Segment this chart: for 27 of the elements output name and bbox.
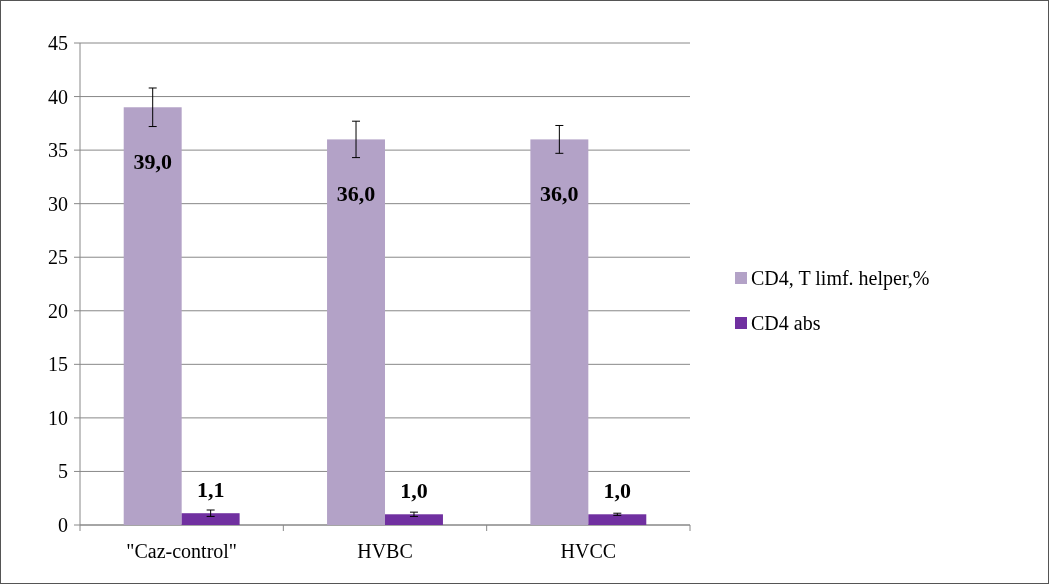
data-label: 36,0 [540,181,579,207]
bar [530,139,589,525]
y-tick-label: 5 [58,460,68,483]
legend-label: CD4, T limf. helper,% [751,267,930,290]
y-tick-label: 0 [58,514,68,536]
y-tick-label: 20 [48,299,68,322]
y-tick-label: 30 [48,192,68,215]
data-label: 36,0 [336,181,376,207]
bar [123,107,182,525]
x-tick-label: HVBC [357,540,413,562]
data-label: 1,1 [196,477,225,503]
y-tick-label: 25 [48,246,68,269]
y-tick-label: 35 [48,139,68,162]
data-label: 1,0 [400,478,428,504]
data-label: 1,0 [603,478,632,504]
y-tick-label: 45 [48,32,68,54]
bar [327,139,385,525]
bar [588,514,647,525]
x-tick-label: "Caz-control" [126,540,238,562]
bar [385,514,443,525]
y-tick-label: 15 [48,353,68,376]
y-tick-label: 40 [48,85,68,108]
y-tick-label: 10 [48,406,68,429]
bar [181,513,240,525]
x-tick-label: HVCC [560,540,617,562]
legend-label: CD4 abs [751,312,821,334]
data-label: 39,0 [133,149,172,175]
